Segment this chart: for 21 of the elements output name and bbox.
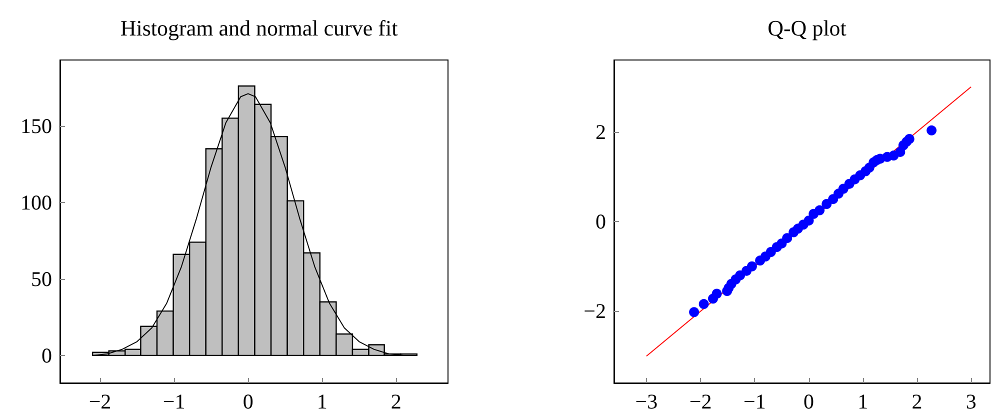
x-tick-label: −2 [689, 390, 712, 412]
y-tick-label: 50 [31, 266, 52, 291]
x-tick-label: 2 [390, 390, 402, 412]
y-tick-label: 0 [42, 343, 52, 368]
y-tick-label: 0 [596, 210, 606, 234]
x-tick-label: −3 [635, 390, 658, 412]
x-tick-label: 2 [912, 390, 922, 412]
x-tick-label: −1 [743, 390, 766, 412]
x-tick-label: 1 [316, 390, 328, 412]
y-tick-label: −2 [584, 299, 606, 324]
chart-title: Q-Q plot [768, 16, 846, 40]
x-tick-label: 0 [242, 390, 254, 412]
y-tick-label: 100 [20, 190, 52, 214]
x-tick-label: 0 [804, 390, 814, 412]
x-tick-label: −1 [162, 390, 186, 412]
x-tick-label: 3 [966, 390, 976, 412]
y-tick-label: 150 [20, 114, 52, 138]
y-tick-label: 2 [596, 120, 606, 144]
x-tick-label: 1 [858, 390, 868, 412]
x-tick-label: −2 [88, 390, 112, 412]
chart-title: Histogram and normal curve fit [120, 16, 398, 40]
